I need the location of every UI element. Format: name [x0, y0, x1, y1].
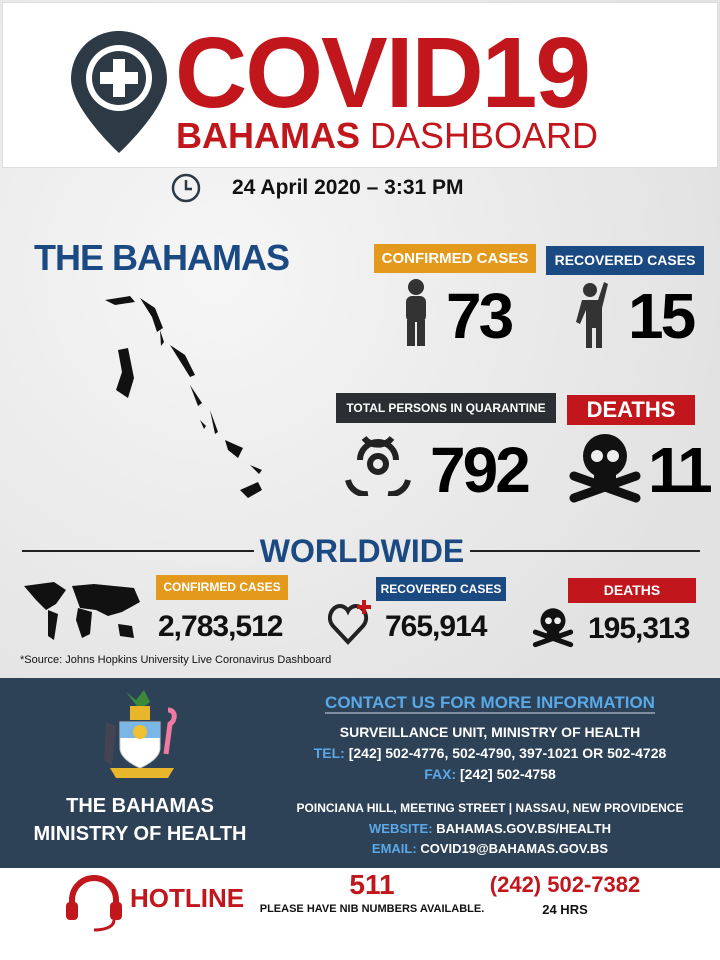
world-deaths-value: 195,313 [588, 612, 690, 645]
source-note: *Source: Johns Hopkins University Live C… [20, 654, 332, 666]
email-link[interactable]: COVID19@BAHAMAS.GOV.BS [420, 841, 609, 856]
contact-unit: SURVEILLANCE UNIT, MINISTRY OF HEALTH [339, 724, 641, 740]
hotline-number-511: 511 [349, 869, 395, 900]
contact-heading: CONTACT US FOR MORE INFORMATION [325, 693, 655, 714]
bahamas-map [105, 296, 262, 498]
world-recovered-label: RECOVERED CASES [380, 582, 502, 596]
bahamas-confirmed-label: CONFIRMED CASES [381, 250, 529, 267]
header: COVID19 BAHAMAS DASHBOARD [2, 2, 718, 168]
coat-of-arms [104, 690, 177, 778]
world-confirmed-value: 2,783,512 [158, 610, 283, 643]
subtitle-light: DASHBOARD [370, 115, 599, 156]
bahamas-deaths-label: DEATHS [586, 397, 676, 422]
website-label: WEBSITE: [369, 821, 433, 836]
sick-person-icon [406, 279, 426, 346]
world-confirmed-label: CONFIRMED CASES [163, 580, 281, 594]
skull-crossbones-icon [569, 434, 641, 503]
tel-numbers: [242] 502-4776, 502-4790, 397-1021 OR 50… [348, 745, 667, 761]
headset-icon [66, 875, 122, 932]
quarantine-value: 792 [430, 434, 531, 506]
contact-panel: THE BAHAMAS MINISTRY OF HEALTH CONTACT U… [0, 678, 720, 868]
skull-icon [532, 608, 574, 648]
bahamas-title: THE BAHAMAS [34, 237, 290, 278]
title: COVID19 [175, 17, 591, 129]
hotline-note-nib: PLEASE HAVE NIB NUMBERS AVAILABLE. [259, 903, 485, 915]
tel-label: TEL: [313, 745, 345, 761]
bahamas-deaths-value: 11 [648, 434, 713, 506]
quarantine-label: TOTAL PERSONS IN QUARANTINE [346, 401, 546, 415]
medical-pin-icon [71, 31, 167, 153]
contact-address: POINCIANA HILL, MEETING STREET | NASSAU,… [296, 801, 684, 815]
recovered-person-icon [576, 282, 608, 348]
hotline-note-24hrs: 24 HRS [542, 902, 588, 917]
bahamas-recovered-value: 15 [628, 280, 696, 352]
worldwide-title: WORLDWIDE [259, 533, 465, 569]
email-label: EMAIL: [371, 841, 417, 856]
subtitle-bold: BAHAMAS [176, 115, 360, 156]
ministry-line1: THE BAHAMAS [66, 795, 214, 817]
website-link[interactable]: BAHAMAS.GOV.BS/HEALTH [436, 821, 611, 836]
hotline-number-24hr: (242) 502-7382 [489, 872, 641, 897]
world-map-icon [24, 582, 140, 640]
date-text: 24 April 2020 – 3:31 PM [232, 176, 464, 199]
hotline-label: HOTLINE [130, 883, 245, 913]
biohazard-icon [345, 435, 411, 496]
world-recovered-value: 765,914 [385, 610, 487, 643]
clock-icon [171, 173, 201, 203]
bahamas-confirmed-value: 73 [446, 280, 514, 352]
fax-label: FAX: [424, 766, 457, 782]
bahamas-recovered-label: RECOVERED CASES [554, 252, 696, 268]
divider-right [470, 550, 700, 552]
divider-left [22, 550, 254, 552]
fax-number: [242] 502-4758 [460, 766, 556, 782]
world-deaths-label: DEATHS [603, 582, 661, 598]
ministry-line2: MINISTRY OF HEALTH [33, 823, 247, 845]
heart-plus-icon [328, 600, 371, 645]
